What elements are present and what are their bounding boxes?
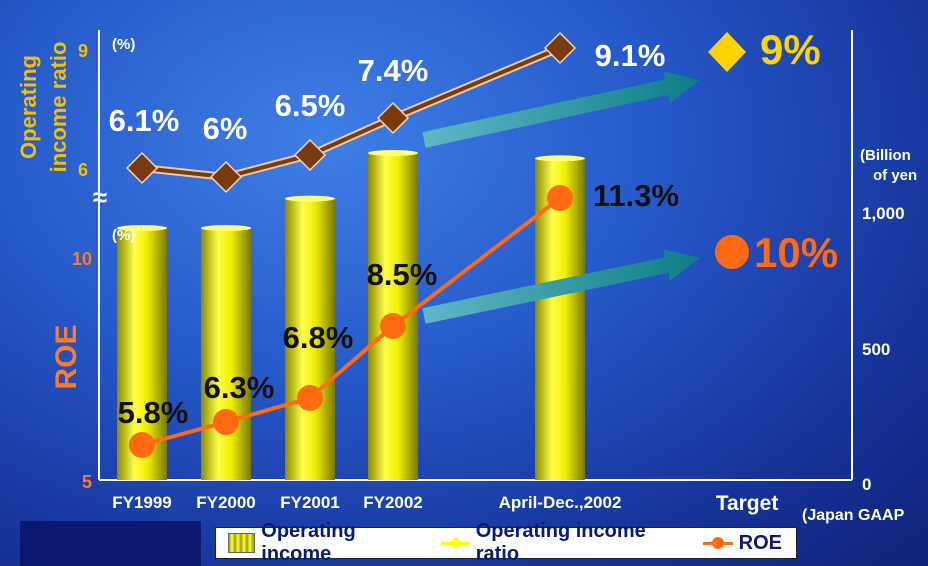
oir-data-label: 7.4%: [358, 53, 429, 88]
right-axis-unit-line1: (Billion: [860, 147, 911, 164]
oir-point: [376, 101, 410, 135]
x-axis-category-label: FY1999: [112, 493, 172, 512]
roe-point: [297, 385, 323, 411]
left-bottom-axis-unit: (%): [112, 227, 135, 244]
roe-point: [547, 185, 573, 211]
x-axis-category-label: Target: [716, 492, 779, 515]
left-top-axis-tick: 9: [78, 41, 88, 61]
left-top-axis-title-line2: income ratio: [46, 42, 71, 173]
right-axis-tick: 0: [862, 475, 871, 494]
bar-top: [535, 155, 585, 162]
oir-data-label: 6.1%: [109, 103, 180, 138]
legend-line-swatch: [702, 536, 733, 549]
right-axis-unit-line2: of yen: [873, 167, 917, 184]
target-oir-label: 9%: [760, 26, 821, 73]
left-bottom-axis-tick: 5: [82, 472, 92, 492]
x-axis-category-label: FY2001: [280, 493, 340, 512]
roe-data-label: 11.3%: [593, 178, 679, 213]
legend-item-roe: ROE: [702, 531, 782, 555]
accounting-note: (Japan GAAP: [802, 507, 905, 524]
bar-top: [117, 225, 167, 232]
oir-data-label: 6.5%: [275, 88, 346, 123]
left-top-axis-unit: (%): [112, 36, 135, 53]
roe-point: [129, 432, 155, 458]
trend-arrow-operating-income-ratio: [422, 71, 700, 148]
legend-label: Operating income: [261, 520, 356, 565]
bar-operating-income: [285, 198, 335, 480]
legend-item-operating-income: Operating income: [228, 520, 427, 566]
left-bottom-axis-title: ROE: [50, 324, 83, 389]
diamond-icon: [449, 536, 462, 549]
footer-box: [20, 521, 201, 566]
bar-top: [285, 195, 335, 202]
target-diamond: [708, 32, 746, 72]
legend-item-operating-income-ratio: Operating income ratio: [440, 520, 689, 566]
oir-point: [125, 151, 159, 185]
roe-point: [380, 313, 406, 339]
oir-point: [209, 160, 243, 194]
legend-label: ROE: [738, 531, 782, 554]
axis-break-symbol: ≈: [93, 182, 107, 212]
x-axis-category-label: FY2000: [196, 493, 256, 512]
x-axis-category-label: April-Dec.,2002: [499, 493, 622, 512]
bar-operating-income: [201, 228, 251, 480]
x-axis-category-label: FY2002: [363, 493, 423, 512]
target-roe-label: 10%: [754, 229, 838, 276]
legend-line-swatch: [440, 536, 470, 549]
roe-point: [213, 409, 239, 435]
left-top-axis-tick: 6: [78, 160, 88, 180]
oir-data-label: 9.1%: [595, 38, 666, 73]
roe-data-label: 6.8%: [283, 320, 354, 355]
right-axis-tick: 1,000: [862, 204, 905, 223]
roe-data-label: 5.8%: [118, 395, 189, 430]
left-bottom-axis-tick: 10: [72, 249, 92, 269]
oir-point: [543, 31, 577, 65]
roe-data-label: 6.3%: [204, 370, 275, 405]
bar-top: [368, 150, 418, 157]
oir-data-label: 6%: [203, 111, 248, 146]
legend-label: Operating income ratio: [475, 520, 646, 565]
target-circle: [715, 235, 749, 269]
right-axis-tick: 500: [862, 340, 890, 359]
trend-arrow-roe: [422, 249, 700, 324]
circle-icon: [711, 536, 724, 549]
bar-top: [201, 225, 251, 232]
left-top-axis-title-line1: Operating: [16, 55, 41, 159]
oir-point: [293, 138, 327, 172]
roe-data-label: 8.5%: [367, 257, 438, 292]
legend: Operating income Operating income ratio …: [215, 520, 797, 565]
legend-bar-swatch: [228, 533, 256, 553]
